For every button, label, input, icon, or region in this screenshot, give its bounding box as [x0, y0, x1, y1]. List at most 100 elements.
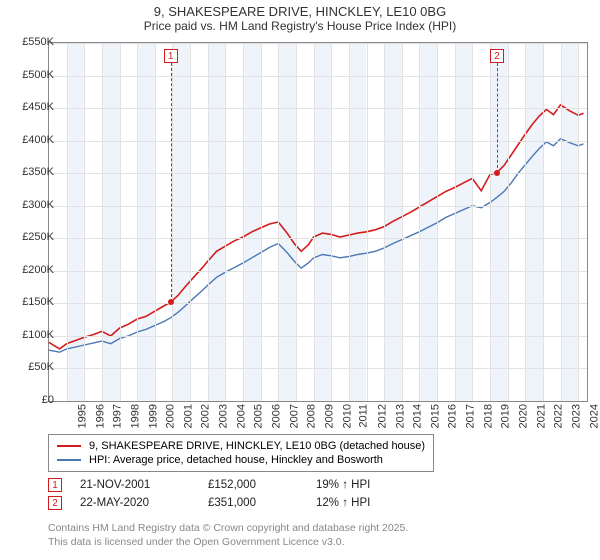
marker-dot: [168, 299, 174, 305]
transaction-row: 1 21-NOV-2001 £152,000 19% ↑ HPI: [48, 476, 588, 494]
gridline-v: [561, 43, 562, 401]
gridline-h: [49, 271, 587, 272]
gridline-v: [278, 43, 279, 401]
gridline-v: [402, 43, 403, 401]
x-axis-label: 2013: [394, 404, 406, 428]
transaction-date: 21-NOV-2001: [80, 479, 190, 491]
gridline-v: [67, 43, 68, 401]
y-axis-label: £500K: [22, 69, 54, 81]
legend-label: HPI: Average price, detached house, Hinc…: [89, 454, 383, 466]
x-axis-label: 2020: [517, 404, 529, 428]
chart-subtitle: Price paid vs. HM Land Registry's House …: [0, 19, 600, 37]
gridline-v: [84, 43, 85, 401]
x-axis-label: 2010: [341, 404, 353, 428]
y-axis-label: £300K: [22, 199, 54, 211]
gridline-v: [384, 43, 385, 401]
marker-box: 2: [490, 49, 504, 63]
gridline-v: [437, 43, 438, 401]
x-axis-label: 2003: [218, 404, 230, 428]
x-axis-label: 2004: [235, 404, 247, 428]
x-axis-label: 2017: [465, 404, 477, 428]
transaction-hpi: 19% ↑ HPI: [316, 479, 416, 491]
gridline-h: [49, 76, 587, 77]
chart-legend: 9, SHAKESPEARE DRIVE, HINCKLEY, LE10 0BG…: [48, 434, 434, 472]
gridline-v: [137, 43, 138, 401]
marker-dot: [494, 170, 500, 176]
gridline-v: [578, 43, 579, 401]
transaction-marker-icon: 2: [48, 496, 62, 510]
y-axis-label: £150K: [22, 296, 54, 308]
gridline-v: [243, 43, 244, 401]
x-axis-label: 1998: [129, 404, 141, 428]
transaction-price: £152,000: [208, 479, 298, 491]
gridline-h: [49, 108, 587, 109]
legend-swatch: [57, 459, 81, 461]
footnote-line-2: This data is licensed under the Open Gov…: [48, 536, 408, 550]
x-axis-label: 2023: [570, 404, 582, 428]
gridline-h: [49, 238, 587, 239]
gridline-v: [525, 43, 526, 401]
y-axis-label: £100K: [22, 329, 54, 341]
transaction-price: £351,000: [208, 497, 298, 509]
gridline-v: [508, 43, 509, 401]
x-axis-label: 2011: [358, 404, 370, 428]
legend-item: HPI: Average price, detached house, Hinc…: [57, 453, 425, 467]
gridline-h: [49, 336, 587, 337]
x-axis-label: 2024: [588, 404, 600, 428]
y-axis-label: £550K: [22, 36, 54, 48]
x-axis-label: 2021: [535, 404, 547, 428]
x-axis-label: 2014: [412, 404, 424, 428]
gridline-v: [102, 43, 103, 401]
x-axis-label: 1997: [112, 404, 124, 428]
y-axis-label: £250K: [22, 231, 54, 243]
footnote: Contains HM Land Registry data © Crown c…: [48, 522, 408, 549]
gridline-v: [455, 43, 456, 401]
x-axis-label: 1999: [147, 404, 159, 428]
y-axis-label: £200K: [22, 264, 54, 276]
footnote-line-1: Contains HM Land Registry data © Crown c…: [48, 522, 408, 536]
x-axis-label: 2005: [253, 404, 265, 428]
legend-item: 9, SHAKESPEARE DRIVE, HINCKLEY, LE10 0BG…: [57, 439, 425, 453]
gridline-h: [49, 43, 587, 44]
gridline-v: [472, 43, 473, 401]
x-axis-label: 2012: [376, 404, 388, 428]
x-axis-label: 2022: [553, 404, 565, 428]
y-axis-label: £0: [42, 394, 54, 406]
transaction-hpi: 12% ↑ HPI: [316, 497, 416, 509]
x-axis-label: 2002: [200, 404, 212, 428]
x-axis-label: 2009: [323, 404, 335, 428]
marker-box: 1: [164, 49, 178, 63]
x-axis-label: 2000: [165, 404, 177, 428]
gridline-v: [208, 43, 209, 401]
x-axis-label: 2018: [482, 404, 494, 428]
gridline-h: [49, 141, 587, 142]
gridline-v: [314, 43, 315, 401]
x-axis-label: 2016: [447, 404, 459, 428]
series-hpi: [49, 139, 584, 353]
gridline-v: [490, 43, 491, 401]
x-axis-label: 2007: [288, 404, 300, 428]
gridline-h: [49, 303, 587, 304]
transaction-row: 2 22-MAY-2020 £351,000 12% ↑ HPI: [48, 494, 588, 512]
gridline-v: [419, 43, 420, 401]
chart-lines: [49, 43, 587, 401]
x-axis-label: 1995: [76, 404, 88, 428]
transaction-date: 22-MAY-2020: [80, 497, 190, 509]
x-axis-label: 2006: [271, 404, 283, 428]
legend-swatch: [57, 445, 81, 447]
marker-dash: [497, 63, 499, 173]
y-axis-label: £350K: [22, 166, 54, 178]
y-axis-label: £450K: [22, 101, 54, 113]
gridline-h: [49, 173, 587, 174]
y-axis-label: £50K: [28, 361, 54, 373]
gridline-v: [155, 43, 156, 401]
gridline-v: [225, 43, 226, 401]
x-axis-label: 1996: [94, 404, 106, 428]
x-axis-label: 2019: [500, 404, 512, 428]
transaction-marker-icon: 1: [48, 478, 62, 492]
gridline-v: [543, 43, 544, 401]
legend-label: 9, SHAKESPEARE DRIVE, HINCKLEY, LE10 0BG…: [89, 440, 425, 452]
gridline-v: [349, 43, 350, 401]
y-axis-label: £400K: [22, 134, 54, 146]
marker-dash: [171, 63, 173, 302]
